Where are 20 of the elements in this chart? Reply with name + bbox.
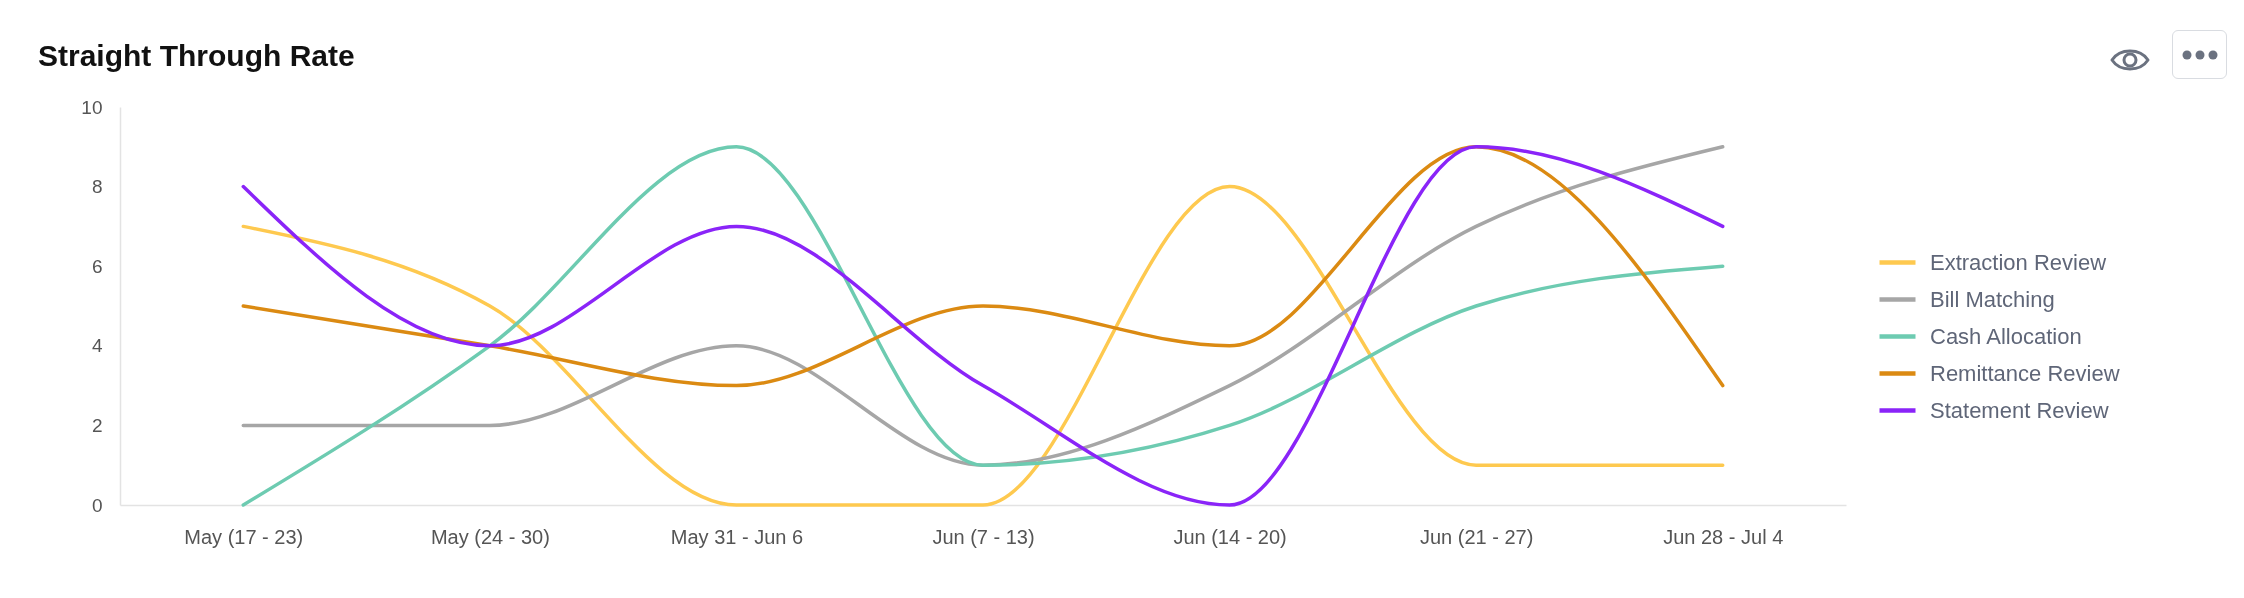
chart-title: Straight Through Rate [38,39,355,72]
y-tick-label: 4 [91,335,103,357]
x-tick-label: May (24 - 30) [430,525,550,548]
legend-label: Extraction Review [1930,249,2107,275]
line-series [241,145,1725,388]
y-tick-label: 0 [91,494,103,516]
y-tick-label: 10 [81,96,103,118]
x-tick-label: May (17 - 23) [184,525,304,548]
x-tick-label: Jun 28 - Jul 4 [1663,525,1784,548]
x-tick-label: May 31 - Jun 6 [670,525,804,548]
y-tick-label: 6 [91,255,103,277]
legend-label: Remittance Review [1930,360,2120,386]
y-tick-label: 8 [91,176,103,198]
x-tick-label: Jun (21 - 27) [1419,525,1534,548]
y-tick-label: 2 [91,414,103,436]
legend-label: Bill Matching [1930,286,2055,312]
x-tick-label: Jun (14 - 20) [1173,525,1287,548]
x-tick-label: Jun (7 - 13) [932,525,1035,548]
legend-label: Statement Review [1930,397,2109,423]
legend-label: Cash Allocation [1930,323,2082,349]
